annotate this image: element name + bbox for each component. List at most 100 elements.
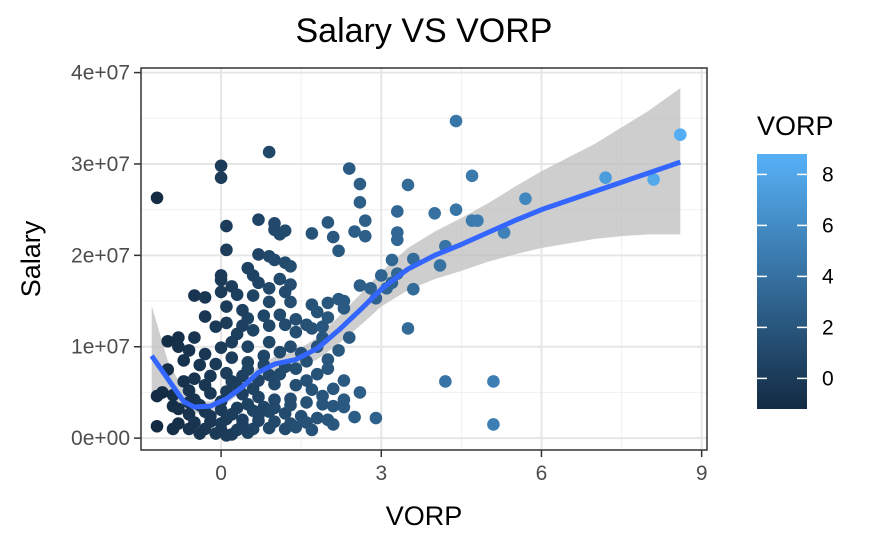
data-point xyxy=(428,207,441,220)
x-tick-label: 3 xyxy=(375,462,387,485)
data-point xyxy=(647,173,660,186)
data-point xyxy=(391,226,404,239)
x-axis-label: VORP xyxy=(386,501,463,531)
data-point xyxy=(273,308,287,322)
data-point xyxy=(172,402,185,416)
data-point xyxy=(214,269,228,282)
chart-title: Salary VS VORP xyxy=(296,12,553,50)
data-point xyxy=(337,393,351,407)
data-point xyxy=(198,347,212,361)
data-point xyxy=(273,272,287,286)
data-point xyxy=(177,375,191,388)
data-point xyxy=(487,418,500,431)
data-point xyxy=(348,225,361,238)
data-point xyxy=(316,389,329,403)
data-point xyxy=(316,320,329,333)
data-point xyxy=(252,248,265,261)
data-point xyxy=(471,214,484,227)
data-point xyxy=(241,398,255,411)
data-point xyxy=(374,269,388,282)
data-point xyxy=(209,320,223,333)
legend-tick-label: 2 xyxy=(822,316,834,339)
data-point xyxy=(225,375,239,388)
data-point xyxy=(198,310,212,323)
data-point xyxy=(177,354,191,367)
data-point xyxy=(204,409,217,423)
data-point xyxy=(246,382,260,396)
legend-title: VORP xyxy=(757,111,834,141)
data-point xyxy=(278,285,292,299)
data-point xyxy=(241,363,255,376)
data-point xyxy=(236,418,249,431)
data-point xyxy=(300,374,313,387)
data-point xyxy=(220,300,233,313)
data-point xyxy=(353,279,367,292)
data-point xyxy=(172,331,185,344)
data-point xyxy=(385,253,399,267)
data-point xyxy=(401,322,415,335)
data-point xyxy=(273,345,287,359)
data-point xyxy=(321,353,335,366)
data-point xyxy=(284,260,297,273)
data-point xyxy=(220,429,233,442)
data-point xyxy=(209,357,223,371)
data-point xyxy=(262,145,276,159)
data-point xyxy=(246,289,260,302)
scatter-points xyxy=(150,114,687,442)
data-point xyxy=(273,228,287,241)
legend-tick-label: 0 xyxy=(822,367,834,390)
data-point xyxy=(252,408,265,422)
data-point xyxy=(262,319,276,333)
data-point xyxy=(150,419,164,433)
data-point xyxy=(337,374,351,387)
data-point xyxy=(252,213,265,227)
data-point xyxy=(321,296,335,310)
data-point xyxy=(310,305,324,319)
data-point xyxy=(278,318,292,332)
data-point xyxy=(305,227,319,240)
data-point xyxy=(284,398,297,412)
data-point xyxy=(214,341,228,354)
data-point xyxy=(257,309,271,322)
data-point xyxy=(262,421,276,435)
data-point xyxy=(674,128,687,142)
data-point xyxy=(188,289,201,302)
data-point xyxy=(433,259,447,272)
data-point xyxy=(241,340,255,354)
data-point xyxy=(342,331,356,344)
legend-tick-label: 4 xyxy=(822,265,834,288)
data-point xyxy=(289,378,303,392)
y-tick-label: 4e+07 xyxy=(71,62,130,85)
data-point xyxy=(214,417,228,430)
data-point xyxy=(209,427,223,440)
data-point xyxy=(150,191,164,205)
data-point xyxy=(300,318,313,332)
data-point xyxy=(364,281,377,295)
data-point xyxy=(188,372,201,386)
data-point xyxy=(305,423,319,437)
data-point xyxy=(342,162,356,175)
data-point xyxy=(449,203,463,216)
data-point xyxy=(599,171,612,184)
data-point xyxy=(407,282,420,296)
data-point xyxy=(465,169,479,183)
data-point xyxy=(353,386,367,399)
data-point xyxy=(262,295,276,309)
data-point xyxy=(289,325,303,339)
legend-tick-label: 6 xyxy=(822,214,834,237)
data-point xyxy=(182,422,196,436)
data-point xyxy=(246,323,260,337)
y-tick-label: 2e+07 xyxy=(71,244,130,267)
data-point xyxy=(284,340,297,354)
data-point xyxy=(204,369,217,383)
data-point xyxy=(289,420,303,434)
y-tick-label: 0e+00 xyxy=(71,427,130,450)
legend-ticks: 0 2 4 6 8 xyxy=(757,163,834,390)
data-point xyxy=(321,216,335,229)
x-tick-label: 0 xyxy=(215,462,227,485)
data-point xyxy=(487,375,500,388)
data-point xyxy=(220,243,233,257)
data-point xyxy=(332,244,345,258)
data-point xyxy=(252,276,265,290)
